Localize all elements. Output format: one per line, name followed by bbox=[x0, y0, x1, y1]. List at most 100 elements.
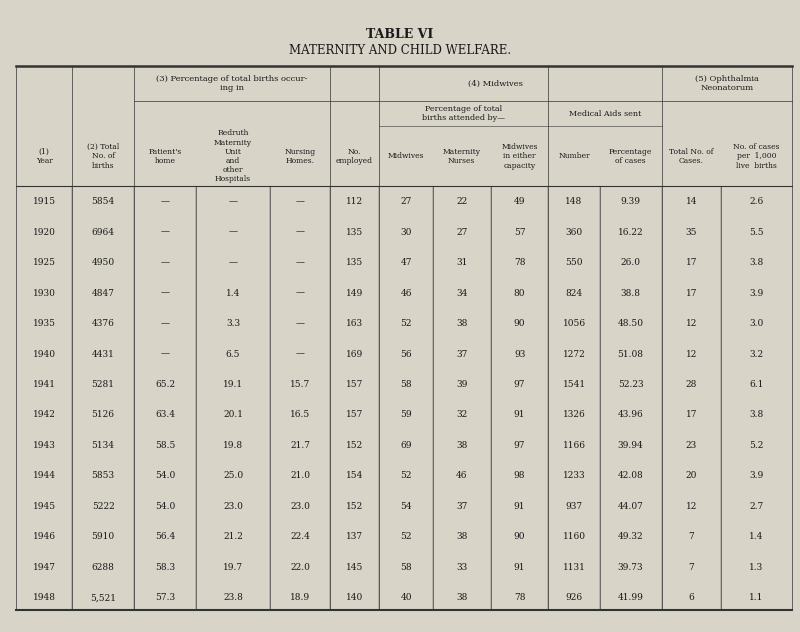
Text: 2.6: 2.6 bbox=[750, 197, 764, 206]
Text: —: — bbox=[161, 258, 170, 267]
Text: 15.7: 15.7 bbox=[290, 380, 310, 389]
Text: 26.0: 26.0 bbox=[621, 258, 641, 267]
Text: 1326: 1326 bbox=[562, 410, 586, 420]
Text: 38: 38 bbox=[456, 319, 467, 328]
Text: 42.08: 42.08 bbox=[618, 471, 643, 480]
Text: 154: 154 bbox=[346, 471, 363, 480]
Text: 5134: 5134 bbox=[91, 441, 114, 450]
Text: 39.94: 39.94 bbox=[618, 441, 643, 450]
Text: —: — bbox=[229, 228, 238, 236]
Text: 40: 40 bbox=[400, 593, 412, 602]
Text: 2.7: 2.7 bbox=[750, 502, 764, 511]
Text: 63.4: 63.4 bbox=[155, 410, 175, 420]
Text: Midwives
in either
capacity: Midwives in either capacity bbox=[502, 143, 538, 169]
Text: 21.2: 21.2 bbox=[223, 532, 243, 542]
Text: 58.5: 58.5 bbox=[155, 441, 175, 450]
Text: 6288: 6288 bbox=[92, 563, 114, 572]
Text: 1920: 1920 bbox=[33, 228, 55, 236]
Text: 3.9: 3.9 bbox=[750, 289, 764, 298]
Text: 98: 98 bbox=[514, 471, 526, 480]
Text: —: — bbox=[161, 228, 170, 236]
Text: 1233: 1233 bbox=[562, 471, 586, 480]
Text: 1930: 1930 bbox=[33, 289, 55, 298]
Text: —: — bbox=[161, 289, 170, 298]
Text: 93: 93 bbox=[514, 349, 526, 358]
Text: 90: 90 bbox=[514, 532, 526, 542]
Text: 5222: 5222 bbox=[92, 502, 114, 511]
Text: 137: 137 bbox=[346, 532, 363, 542]
Text: —: — bbox=[295, 289, 305, 298]
Text: 23.0: 23.0 bbox=[290, 502, 310, 511]
Text: 6.1: 6.1 bbox=[750, 380, 764, 389]
Text: 34: 34 bbox=[456, 289, 467, 298]
Text: Maternity
Nurses: Maternity Nurses bbox=[442, 148, 481, 165]
Text: 1056: 1056 bbox=[562, 319, 586, 328]
Text: 20.1: 20.1 bbox=[223, 410, 243, 420]
Text: 5.2: 5.2 bbox=[750, 441, 764, 450]
Text: 360: 360 bbox=[566, 228, 582, 236]
Text: 135: 135 bbox=[346, 258, 363, 267]
Text: 12: 12 bbox=[686, 319, 697, 328]
Text: 17: 17 bbox=[686, 410, 697, 420]
Text: 1272: 1272 bbox=[562, 349, 586, 358]
Text: 3.8: 3.8 bbox=[750, 258, 764, 267]
Text: 3.2: 3.2 bbox=[750, 349, 763, 358]
Text: (5) Ophthalmia
Neonatorum: (5) Ophthalmia Neonatorum bbox=[695, 75, 758, 92]
Text: 5910: 5910 bbox=[91, 532, 114, 542]
Text: 52: 52 bbox=[400, 471, 412, 480]
Text: 47: 47 bbox=[400, 258, 412, 267]
Text: MATERNITY AND CHILD WELFARE.: MATERNITY AND CHILD WELFARE. bbox=[289, 44, 511, 58]
Text: 57: 57 bbox=[514, 228, 526, 236]
Text: 27: 27 bbox=[400, 197, 412, 206]
Text: 152: 152 bbox=[346, 441, 363, 450]
Text: 14: 14 bbox=[686, 197, 697, 206]
Text: 58: 58 bbox=[400, 380, 412, 389]
Text: 1945: 1945 bbox=[33, 502, 56, 511]
Text: —: — bbox=[161, 319, 170, 328]
Text: 44.07: 44.07 bbox=[618, 502, 643, 511]
Text: Percentage of total
births attended by—: Percentage of total births attended by— bbox=[422, 105, 506, 123]
Text: 58: 58 bbox=[400, 563, 412, 572]
Text: 17: 17 bbox=[686, 258, 697, 267]
Text: 140: 140 bbox=[346, 593, 363, 602]
Text: —: — bbox=[295, 349, 305, 358]
Text: No.
employed: No. employed bbox=[336, 148, 373, 165]
Text: 18.9: 18.9 bbox=[290, 593, 310, 602]
Text: 1941: 1941 bbox=[33, 380, 55, 389]
Text: 46: 46 bbox=[400, 289, 412, 298]
Text: 51.08: 51.08 bbox=[618, 349, 644, 358]
Text: —: — bbox=[161, 197, 170, 206]
Text: 56: 56 bbox=[400, 349, 412, 358]
Text: 1935: 1935 bbox=[33, 319, 55, 328]
Text: 54.0: 54.0 bbox=[155, 471, 175, 480]
Text: Patient's
home: Patient's home bbox=[148, 148, 182, 165]
Text: 30: 30 bbox=[400, 228, 412, 236]
Text: 1944: 1944 bbox=[33, 471, 55, 480]
Text: 1947: 1947 bbox=[33, 563, 55, 572]
Text: 1925: 1925 bbox=[33, 258, 55, 267]
Text: 31: 31 bbox=[456, 258, 467, 267]
Text: 7: 7 bbox=[689, 532, 694, 542]
Text: 1166: 1166 bbox=[562, 441, 586, 450]
Text: 97: 97 bbox=[514, 380, 526, 389]
Text: 1948: 1948 bbox=[33, 593, 55, 602]
Text: 37: 37 bbox=[456, 349, 467, 358]
Text: 97: 97 bbox=[514, 441, 526, 450]
Text: 937: 937 bbox=[566, 502, 582, 511]
Text: —: — bbox=[295, 228, 305, 236]
Text: 1.1: 1.1 bbox=[750, 593, 764, 602]
Text: 1541: 1541 bbox=[562, 380, 586, 389]
Text: 48.50: 48.50 bbox=[618, 319, 644, 328]
Text: 3.3: 3.3 bbox=[226, 319, 240, 328]
Text: 22: 22 bbox=[456, 197, 467, 206]
Text: 9.39: 9.39 bbox=[621, 197, 641, 206]
Text: 19.1: 19.1 bbox=[223, 380, 243, 389]
Text: 43.96: 43.96 bbox=[618, 410, 643, 420]
Text: 19.8: 19.8 bbox=[223, 441, 243, 450]
Text: 5.5: 5.5 bbox=[749, 228, 764, 236]
Text: 32: 32 bbox=[456, 410, 467, 420]
Text: 57.3: 57.3 bbox=[155, 593, 175, 602]
Text: 5281: 5281 bbox=[91, 380, 114, 389]
Text: 149: 149 bbox=[346, 289, 363, 298]
Text: 91: 91 bbox=[514, 410, 526, 420]
